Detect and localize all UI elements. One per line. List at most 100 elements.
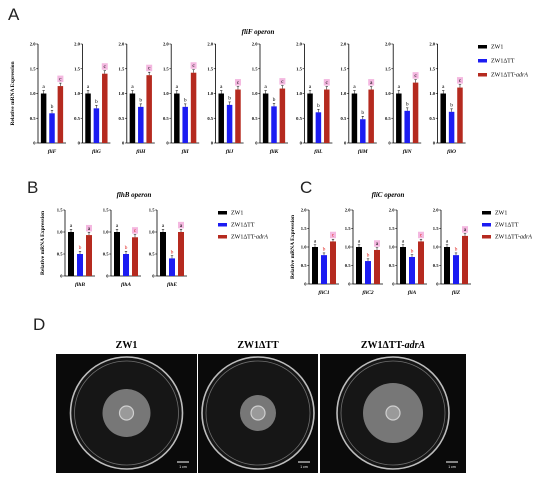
y-tick-label: 0 <box>255 141 258 146</box>
bar <box>351 93 358 143</box>
significance-letter: a <box>402 238 405 244</box>
gene-label: fliZ <box>452 290 461 296</box>
y-tick-label: 1.5 <box>252 66 258 71</box>
bar <box>129 93 136 143</box>
bar <box>40 93 47 143</box>
legend-swatch <box>482 211 491 215</box>
letter-highlight <box>234 79 241 86</box>
chart-title: flhB operon <box>117 191 152 199</box>
bar <box>457 87 463 143</box>
y-tick-label: 1.0 <box>103 230 109 235</box>
chart-panel-a: fliF operon Relative mRNA Expression 0 0.5 1… <box>10 28 528 155</box>
legend-swatch <box>218 211 227 215</box>
bar <box>226 104 233 143</box>
bar <box>330 241 336 284</box>
legend-label: ZW1ΔTT <box>231 223 255 229</box>
bar <box>365 261 371 284</box>
significance-letter: c <box>59 77 62 83</box>
y-tick-label: 1.0 <box>341 91 347 96</box>
y-tick-label: 2.0 <box>30 42 36 47</box>
significance-letter: c <box>459 78 462 84</box>
gene-label: fliG <box>92 149 101 155</box>
gene-label: flhA <box>121 282 131 288</box>
bar <box>396 93 402 143</box>
significance-letter: b <box>455 246 458 252</box>
bar <box>356 247 362 284</box>
y-tick-label: 1.5 <box>103 208 109 213</box>
y-tick-label: 0.5 <box>385 116 391 121</box>
plate-title: ZW1 <box>116 340 138 351</box>
panel-label-c: C <box>300 178 312 197</box>
y-tick-label: 1.0 <box>389 245 395 250</box>
significance-letter: b <box>317 103 320 109</box>
significance-letter: b <box>79 245 82 251</box>
significance-letter: b <box>184 97 187 103</box>
plates-panel-d: ZW1 1 cm ZW1ΔTT 1 cm ZW1ΔTT-adrA 1 cm <box>56 340 466 473</box>
y-tick-label: 2.0 <box>385 42 391 47</box>
y-tick-label: 0 <box>211 141 214 146</box>
bar <box>218 93 224 143</box>
bar <box>160 232 166 276</box>
bar <box>178 232 184 276</box>
gene-label: fliJ <box>226 149 234 155</box>
y-tick-label: 0.5 <box>57 252 63 257</box>
y-tick-label: 2.0 <box>389 208 395 213</box>
y-tick-label: 0.5 <box>345 263 351 268</box>
bar <box>368 89 374 143</box>
y-tick-label: 1.5 <box>296 66 302 71</box>
legend-label: ZW1 <box>231 211 243 217</box>
y-tick-label: 1.0 <box>163 91 169 96</box>
y-tick-label: 2.0 <box>74 42 80 47</box>
y-axis-label: Relative mRNA Expression <box>10 61 16 125</box>
y-tick-label: 1.0 <box>429 91 435 96</box>
y-tick-label: 2.0 <box>296 42 302 47</box>
y-tick-label: 0.5 <box>207 116 213 121</box>
significance-letter: a <box>88 226 91 232</box>
y-tick-label: 1.0 <box>149 230 155 235</box>
bar <box>374 249 380 284</box>
scale-bar-label: 1 cm <box>448 465 456 469</box>
plate-title: ZW1ΔTT <box>237 340 279 351</box>
gene-label: fliM <box>358 149 369 155</box>
letter-highlight <box>456 77 463 84</box>
inoculation-spot <box>250 405 266 421</box>
y-tick-label: 0 <box>348 282 351 287</box>
letter-highlight <box>418 231 424 239</box>
panel-label-b: B <box>27 178 38 197</box>
bar <box>93 108 100 143</box>
bar <box>169 258 175 276</box>
gene-label: fliK <box>270 149 279 155</box>
significance-letter: b <box>323 246 326 252</box>
bar <box>444 247 450 284</box>
bar <box>324 89 330 143</box>
letter-highlight <box>86 224 92 232</box>
bar <box>85 93 91 143</box>
bar <box>400 247 406 284</box>
y-tick-label: 1.5 <box>149 208 155 213</box>
y-tick-label: 0.5 <box>163 116 169 121</box>
bar <box>86 235 92 276</box>
significance-letter: c <box>237 80 240 86</box>
significance-letter: b <box>228 95 231 101</box>
significance-letter: b <box>171 249 174 255</box>
y-tick-label: 2.0 <box>429 42 435 47</box>
bar <box>321 255 327 284</box>
bar <box>77 254 83 276</box>
y-tick-label: 1.0 <box>385 91 391 96</box>
y-tick-label: 1.5 <box>119 66 125 71</box>
y-tick-label: 0 <box>152 274 155 279</box>
y-tick-label: 2.0 <box>301 208 307 213</box>
legend-label: ZW1ΔTT-adrA <box>495 235 532 241</box>
letter-highlight <box>101 63 108 70</box>
y-tick-label: 0 <box>433 141 436 146</box>
letter-highlight <box>323 79 330 86</box>
significance-letter: c <box>332 233 335 239</box>
y-tick-label: 0 <box>106 274 109 279</box>
significance-letter: a <box>446 238 449 244</box>
legend-swatch <box>478 59 487 63</box>
letter-highlight <box>279 78 286 85</box>
y-tick-label: 1.0 <box>433 245 439 250</box>
y-tick-label: 1.5 <box>345 226 351 231</box>
significance-letter: b <box>125 245 128 251</box>
